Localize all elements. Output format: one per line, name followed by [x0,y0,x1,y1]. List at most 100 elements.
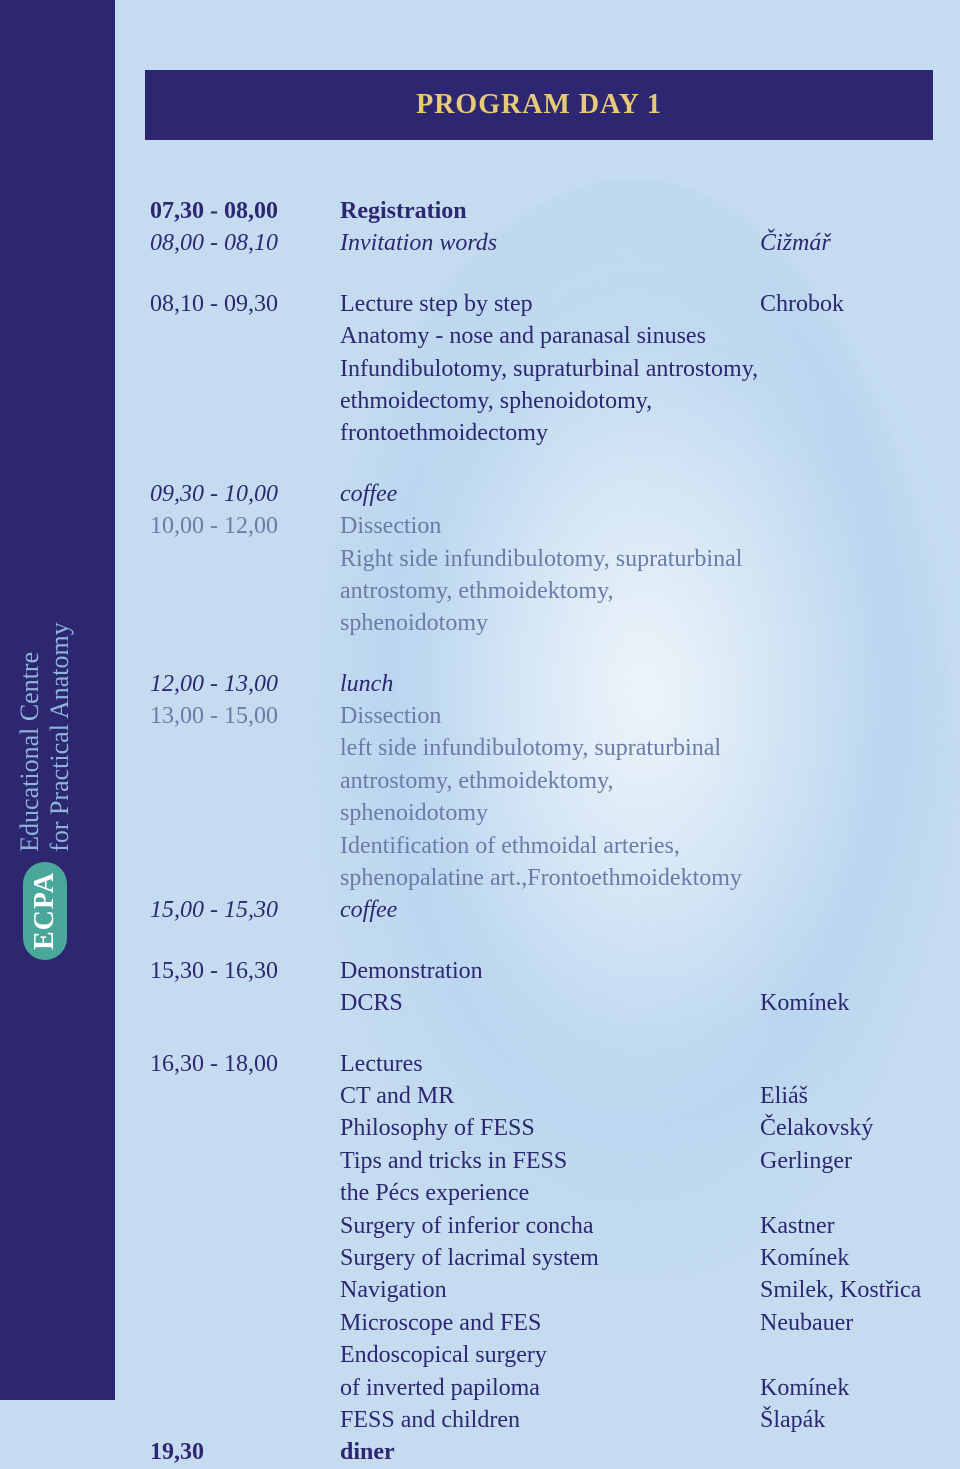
time-cell [150,385,340,417]
time-cell [150,320,340,352]
time-cell [150,543,340,575]
time-cell: 09,30 - 10,00 [150,478,340,510]
speaker-cell [760,385,940,417]
speaker-cell: Komínek [760,1372,940,1404]
schedule-gap [150,1020,940,1048]
speaker-cell: Čižmář [760,227,940,259]
schedule-row: NavigationSmilek, Kostřica [150,1274,940,1306]
speaker-cell [760,575,940,640]
schedule-row: 09,30 - 10,00coffee [150,478,940,510]
speaker-cell [760,668,940,700]
time-cell: 10,00 - 12,00 [150,510,340,542]
speaker-cell: Gerlinger [760,1145,940,1177]
desc-cell: Lectures [340,1048,760,1080]
desc-cell: the Pécs experience [340,1177,760,1209]
schedule-row: Endoscopical surgery [150,1339,940,1371]
desc-cell: Philosophy of FESS [340,1112,760,1144]
desc-cell: lunch [340,668,760,700]
schedule-row: Microscope and FESNeubauer [150,1307,940,1339]
schedule-row: CT and MREliáš [150,1080,940,1112]
speaker-cell [760,320,940,352]
schedule-row: sphenopalatine art.,Frontoethmoidektomy [150,862,940,894]
desc-cell: Infundibulotomy, supraturbinal antrostom… [340,353,760,385]
schedule-row: the Pécs experience [150,1177,940,1209]
time-cell [150,765,340,830]
ecpa-logo: ECPA [23,862,67,960]
time-cell [150,1210,340,1242]
speaker-cell: Šlapák [760,1404,940,1436]
time-cell [150,987,340,1019]
desc-cell: CT and MR [340,1080,760,1112]
schedule-row: ethmoidectomy, sphenoidotomy, [150,385,940,417]
schedule-gap [150,927,940,955]
time-cell: 13,00 - 15,00 [150,700,340,732]
desc-cell: ethmoidectomy, sphenoidotomy, [340,385,760,417]
time-cell: 08,10 - 09,30 [150,288,340,320]
speaker-cell [760,830,940,862]
schedule-row: antrostomy, ethmoidektomy, sphenoidotomy [150,765,940,830]
speaker-cell: Chrobok [760,288,940,320]
schedule-row: 08,10 - 09,30Lecture step by stepChrobok [150,288,940,320]
schedule-row: 15,00 - 15,30coffee [150,894,940,926]
speaker-cell [760,510,940,542]
speaker-cell [760,955,940,987]
time-cell [150,1307,340,1339]
sidebar-line1: Educational Centre [15,652,44,852]
sidebar-line2: for Practical Anatomy [45,622,74,852]
desc-cell: frontoethmoidectomy [340,417,760,449]
schedule-row: Right side infundibulotomy, supraturbina… [150,543,940,575]
schedule-gap [150,640,940,668]
schedule-gap [150,260,940,288]
time-cell [150,830,340,862]
time-cell [150,862,340,894]
desc-cell: Identification of ethmoidal arteries, [340,830,760,862]
desc-cell: coffee [340,478,760,510]
desc-cell: Demonstration [340,955,760,987]
schedule-row: antrostomy, ethmoidektomy, sphenoidotomy [150,575,940,640]
schedule-row: Philosophy of FESSČelakovský [150,1112,940,1144]
desc-cell: diner [340,1436,760,1468]
schedule-row: of inverted papilomaKomínek [150,1372,940,1404]
desc-cell: Tips and tricks in FESS [340,1145,760,1177]
desc-cell: Surgery of lacrimal system [340,1242,760,1274]
time-cell [150,1274,340,1306]
schedule-row: Anatomy - nose and paranasal sinuses [150,320,940,352]
time-cell: 15,30 - 16,30 [150,955,340,987]
desc-cell: Right side infundibulotomy, supraturbina… [340,543,760,575]
sidebar-label: ECPA Educational Centre for Practical An… [15,622,75,960]
speaker-cell: Kastner [760,1210,940,1242]
content-area: PROGRAM DAY 1 07,30 - 08,00Registration0… [115,0,960,1400]
desc-cell: Anatomy - nose and paranasal sinuses [340,320,760,352]
time-cell [150,575,340,640]
desc-cell: coffee [340,894,760,926]
speaker-cell: Čelakovský [760,1112,940,1144]
time-cell [150,1339,340,1371]
desc-cell: FESS and children [340,1404,760,1436]
time-cell [150,353,340,385]
schedule-row: 13,00 - 15,00Dissection [150,700,940,732]
time-cell: 07,30 - 08,00 [150,195,340,227]
time-cell: 16,30 - 18,00 [150,1048,340,1080]
speaker-cell [760,195,940,227]
speaker-cell: Smilek, Kostřica [760,1274,940,1306]
schedule-row: 07,30 - 08,00Registration [150,195,940,227]
speaker-cell [760,543,940,575]
speaker-cell [760,417,940,449]
schedule-row: 12,00 - 13,00lunch [150,668,940,700]
time-cell: 12,00 - 13,00 [150,668,340,700]
schedule-row: Identification of ethmoidal arteries, [150,830,940,862]
speaker-cell [760,700,940,732]
schedule-gap [150,450,940,478]
time-cell [150,417,340,449]
time-cell [150,1242,340,1274]
desc-cell: of inverted papiloma [340,1372,760,1404]
schedule-row: Tips and tricks in FESSGerlinger [150,1145,940,1177]
desc-cell: Lecture step by step [340,288,760,320]
time-cell: 15,00 - 15,30 [150,894,340,926]
schedule-row: FESS and childrenŠlapák [150,1404,940,1436]
time-cell [150,732,340,764]
schedule-row: 10,00 - 12,00Dissection [150,510,940,542]
schedule-row: Surgery of lacrimal systemKomínek [150,1242,940,1274]
schedule-row: DCRSKomínek [150,987,940,1019]
speaker-cell [760,1436,940,1468]
